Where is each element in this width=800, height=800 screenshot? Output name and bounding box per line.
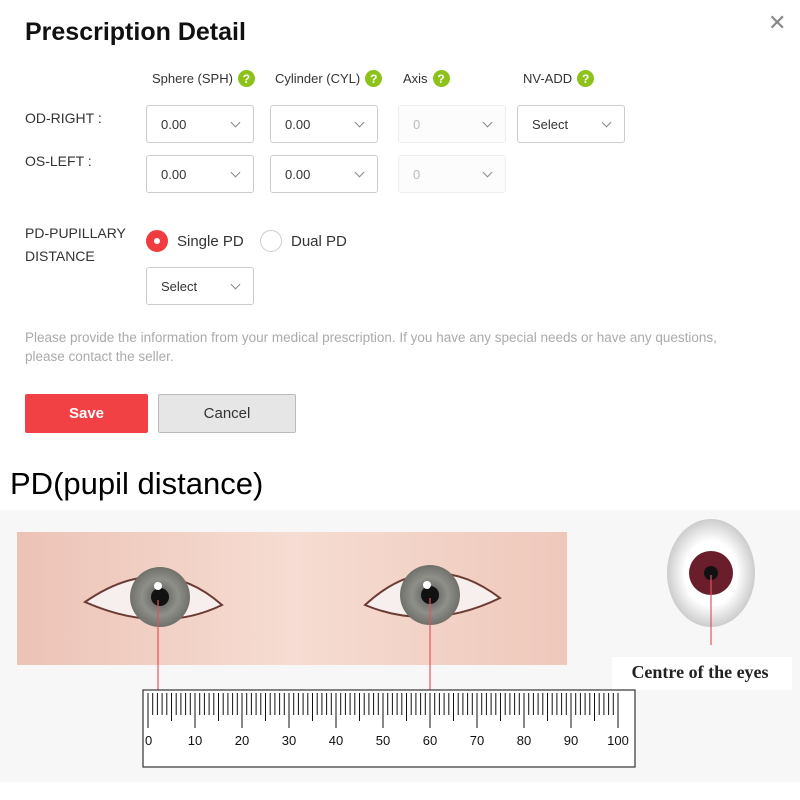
select-value: 0.00 (285, 116, 311, 132)
left-eye (82, 567, 224, 627)
ruler-label: 20 (235, 733, 249, 748)
ruler-label: 30 (282, 733, 296, 748)
ruler-label: 40 (329, 733, 343, 748)
ruler-label: 10 (188, 733, 202, 748)
od-cyl-select[interactable]: 0.00 (270, 105, 378, 143)
help-icon[interactable]: ? (577, 70, 595, 87)
ruler-label: 100 (607, 733, 629, 748)
pd-label: PD-PUPILLARY DISTANCE (25, 222, 126, 268)
dual-pd-radio[interactable]: Dual PD (260, 230, 347, 252)
eyeball-icon (667, 519, 755, 645)
column-label: Axis (403, 71, 428, 86)
os-cyl-select[interactable]: 0.00 (270, 155, 378, 193)
help-icon[interactable]: ? (365, 70, 383, 87)
radio-checked-icon (146, 230, 168, 252)
ruler-label: 80 (517, 733, 531, 748)
radio-unchecked-icon (260, 230, 282, 252)
ruler-label: 50 (376, 733, 390, 748)
ruler-label: 0 (145, 733, 152, 748)
chevron-down-icon (601, 117, 612, 127)
select-value: 0.00 (285, 166, 311, 182)
chevron-down-icon (230, 167, 241, 177)
single-pd-radio[interactable]: Single PD (146, 230, 244, 252)
od-axis-select[interactable]: 0 (398, 105, 506, 143)
select-value: 0.00 (161, 116, 187, 132)
chevron-down-icon (230, 279, 241, 289)
pd-illustration: Centre of the eyes 0 10 20 30 40 50 60 70 80 90 10… (0, 510, 800, 782)
chevron-down-icon (354, 167, 365, 177)
select-value: 0 (413, 116, 421, 132)
column-header-axis: Axis? (403, 70, 450, 87)
close-icon[interactable]: ✕ (768, 10, 787, 35)
select-value: 0 (413, 166, 421, 182)
chevron-down-icon (354, 117, 365, 127)
ruler-label: 60 (423, 733, 437, 748)
radio-label: Single PD (177, 232, 244, 250)
pd-label-line: DISTANCE (25, 248, 95, 264)
os-sph-select[interactable]: 0.00 (146, 155, 254, 193)
os-axis-select[interactable]: 0 (398, 155, 506, 193)
select-value: 0.00 (161, 166, 187, 182)
column-header-sph: Sphere (SPH)? (152, 70, 255, 87)
od-sph-select[interactable]: 0.00 (146, 105, 254, 143)
cancel-button[interactable]: Cancel (158, 394, 296, 433)
chevron-down-icon (230, 117, 241, 127)
column-label: Cylinder (CYL) (275, 71, 361, 86)
pd-heading: PD(pupil distance) (10, 466, 264, 501)
od-right-label: OD-RIGHT : (25, 110, 102, 126)
ruler-label: 90 (564, 733, 578, 748)
right-eye (363, 565, 502, 625)
pd-diagram: Centre of the eyes 0 10 20 30 40 50 60 70 80 90 10… (17, 519, 792, 768)
pd-select[interactable]: Select (146, 267, 254, 305)
column-label: Sphere (SPH) (152, 71, 233, 86)
help-icon[interactable]: ? (237, 70, 255, 87)
os-left-label: OS-LEFT : (25, 153, 92, 169)
save-button[interactable]: Save (25, 394, 148, 433)
pd-label-line: PD-PUPILLARY (25, 225, 126, 241)
column-header-cyl: Cylinder (CYL)? (275, 70, 383, 87)
ruler-label: 70 (470, 733, 484, 748)
select-value: Select (161, 278, 198, 294)
column-header-nvadd: NV-ADD? (523, 70, 595, 87)
dialog-title: Prescription Detail (25, 18, 246, 46)
prescription-note: Please provide the information from your… (25, 330, 717, 364)
help-icon[interactable]: ? (432, 70, 450, 87)
column-label: NV-ADD (523, 71, 573, 86)
ruler (142, 689, 636, 768)
chevron-down-icon (482, 117, 493, 127)
radio-label: Dual PD (291, 232, 347, 250)
eye-centre-label: Centre of the eyes (631, 662, 768, 682)
select-value: Select (532, 116, 569, 132)
chevron-down-icon (482, 167, 493, 177)
od-nvadd-select[interactable]: Select (517, 105, 625, 143)
